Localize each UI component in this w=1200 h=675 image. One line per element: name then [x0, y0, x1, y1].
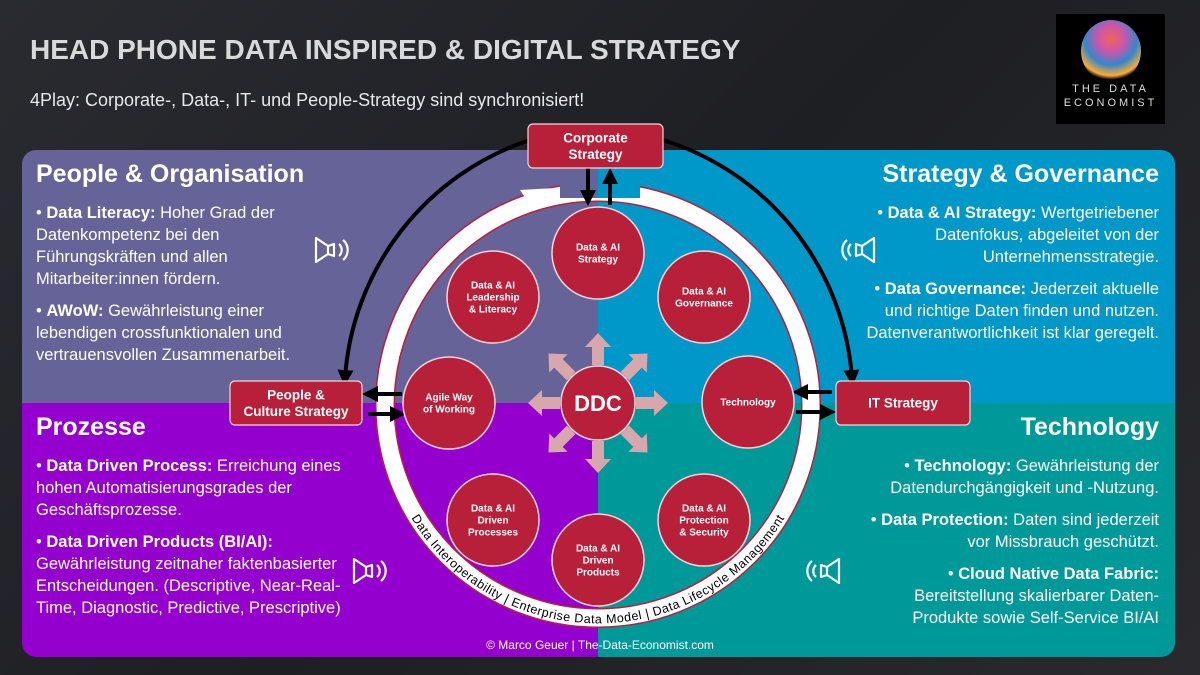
bullet-item: • Data Governance: Jederzeit aktuelle un…: [866, 280, 1159, 342]
page-title: HEAD PHONE DATA INSPIRED & DIGITAL STRAT…: [30, 34, 741, 65]
node-products: [551, 513, 645, 607]
box-it-strategy: [835, 380, 971, 426]
node-strategy-label: Strategy: [578, 255, 618, 266]
node-processes: [446, 473, 540, 567]
node-products-label: Driven: [582, 556, 613, 567]
box-corporate-label: Strategy: [568, 147, 623, 162]
bullet-term: Data Protection:: [881, 511, 1009, 529]
bullet-term: Data & AI Strategy:: [887, 204, 1037, 222]
node-strategy: [551, 206, 645, 300]
bullet-term: Data Literacy:: [46, 204, 156, 222]
bullet-term: AWoW:: [46, 302, 104, 320]
node-protection-label: Data & AI: [682, 504, 726, 515]
box-people-label: Culture Strategy: [243, 404, 349, 419]
logo-art-icon: [1080, 20, 1141, 82]
logo-line2: ECONOMIST: [1063, 97, 1158, 109]
node-leadership-label: & Literacy: [469, 305, 518, 316]
arc-arrow-corporate-it: [662, 138, 860, 386]
bullet-term: Technology:: [914, 457, 1012, 475]
bullet-text: Bereitstellung skalierbarer Daten-Produk…: [912, 587, 1159, 627]
bullet-text: Jederzeit aktuelle und richtige Daten fi…: [866, 280, 1159, 342]
bullet-item: • Cloud Native Data Fabric: Bereitstellu…: [912, 565, 1159, 627]
arc-arrow-corporate-people: [337, 138, 531, 386]
node-governance-label: Data & AI: [682, 287, 726, 298]
bullet-term: Data Driven Process:: [46, 457, 213, 475]
center-arrow: [585, 333, 611, 365]
bullet-text: Gewährleistung der Datendurchgängigkeit …: [890, 457, 1159, 497]
node-strategy-label: Data & AI: [576, 243, 620, 254]
ring-gap-right: [598, 168, 640, 198]
center-arrow: [548, 425, 576, 453]
box-corporate-strategy: [527, 123, 664, 169]
megaphone-icon: [312, 230, 352, 270]
node-agile-label: of Working: [423, 405, 475, 416]
center-arrow: [620, 425, 648, 453]
bullet-text: Gewährleistung einer lebendigen crossfun…: [36, 302, 291, 364]
megaphone-icon: [803, 551, 843, 591]
panel-text: • Data & AI Strategy: Wertgetriebener Da…: [864, 202, 1159, 354]
node-products-label: Data & AI: [576, 544, 620, 555]
bullet-item: • AWoW: Gewährleistung einer lebendigen …: [36, 302, 291, 364]
bullet-item: • Data Driven Process: Erreichung eines …: [36, 457, 341, 519]
bullet-item: • Data Driven Products (BI/AI): Gewährle…: [36, 533, 341, 617]
center-arrow: [528, 390, 560, 416]
node-processes-label: Driven: [477, 516, 508, 527]
bullet-term: Data Governance:: [884, 280, 1026, 298]
center-arrow: [585, 441, 611, 473]
bullet-term: Data Driven Products (BI/AI):: [46, 533, 273, 551]
node-governance: [657, 250, 751, 344]
bullet-item: • Data Protection: Daten sind jederzeit …: [870, 511, 1159, 551]
node-ddc: [560, 365, 636, 441]
node-protection: [657, 473, 751, 567]
node-agile: [402, 356, 496, 450]
bullet-text: Hoher Grad der Datenkompetenz bei den Fü…: [36, 204, 275, 288]
node-processes-label: Data & AI: [471, 504, 515, 515]
node-technology-label: Technology: [720, 398, 776, 409]
bullet-text: Gewährleistung zeitnaher faktenbasierter…: [36, 555, 341, 617]
panel-title: Technology: [1020, 413, 1159, 441]
node-agile-label: Agile Way: [425, 393, 473, 404]
panel-title: People & Organisation: [36, 160, 305, 188]
box-people-strategy: [229, 380, 363, 426]
box-corporate-label: Corporate: [563, 131, 628, 146]
bullet-item: • Data & AI Strategy: Wertgetriebener Da…: [877, 204, 1159, 266]
page-subtitle: 4Play: Corporate-, Data-, IT- und People…: [30, 90, 585, 110]
bullet-text: Erreichung eines hohen Automatisierungsg…: [36, 457, 341, 519]
panel-text: • Technology: Gewährleistung der Datendu…: [854, 455, 1159, 639]
logo: THE DATA ECONOMIST: [1056, 14, 1165, 124]
node-leadership-label: Leadership: [466, 293, 519, 304]
logo-line1: THE DATA: [1072, 83, 1149, 95]
megaphone-icon: [838, 230, 878, 270]
node-products-label: Products: [576, 568, 620, 579]
node-protection-label: & Security: [679, 528, 729, 539]
node-processes-label: Processes: [468, 528, 518, 539]
panel-title: Strategy & Governance: [882, 160, 1160, 188]
panel-title: Prozesse: [36, 413, 146, 441]
center-arrow: [620, 353, 648, 381]
megaphone-icon: [350, 551, 390, 591]
bullet-term: Cloud Native Data Fabric:: [958, 565, 1159, 583]
box-it-label: IT Strategy: [868, 396, 938, 411]
box-people-label: People &: [267, 388, 325, 403]
bullet-text: Daten sind jederzeit vor Missbrauch gesc…: [967, 511, 1159, 551]
bullet-text: Wertgetriebener Datenfokus, abgeleitet v…: [935, 204, 1159, 266]
node-ddc-label: DDC: [574, 391, 622, 416]
node-technology: [701, 355, 795, 449]
center-arrow: [636, 390, 668, 416]
bullet-item: • Data Literacy: Hoher Grad der Datenkom…: [36, 204, 275, 288]
node-protection-label: Protection: [679, 516, 728, 527]
node-governance-label: Governance: [675, 299, 733, 310]
copyright-footer: © Marco Geuer | The-Data-Economist.com: [486, 638, 714, 652]
ring-arrowhead: [520, 188, 555, 205]
node-leadership: [446, 250, 540, 344]
panel-text: • Data Driven Process: Erreichung eines …: [36, 455, 346, 629]
bullet-item: • Technology: Gewährleistung der Datendu…: [890, 457, 1159, 497]
center-arrow: [548, 353, 576, 381]
node-leadership-label: Data & AI: [471, 281, 515, 292]
panel-text: • Data Literacy: Hoher Grad der Datenkom…: [36, 202, 308, 376]
